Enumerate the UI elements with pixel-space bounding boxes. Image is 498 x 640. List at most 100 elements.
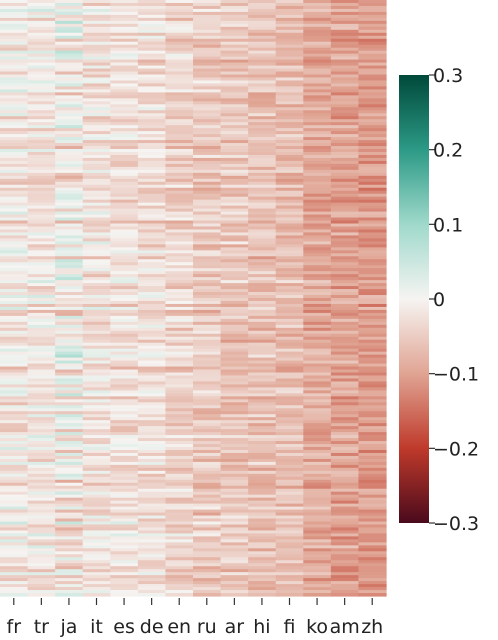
heatmap-cell bbox=[275, 581, 304, 585]
heatmap-cell bbox=[220, 447, 249, 451]
heatmap-cell bbox=[27, 256, 56, 260]
heatmap-cell bbox=[275, 65, 304, 70]
heatmap-cell bbox=[165, 396, 194, 400]
heatmap-cell bbox=[137, 447, 167, 451]
heatmap-cell bbox=[275, 95, 304, 99]
heatmap-cell bbox=[193, 143, 222, 147]
heatmap-cell bbox=[248, 372, 277, 377]
heatmap-cell bbox=[165, 432, 194, 436]
heatmap-cell bbox=[27, 181, 56, 186]
heatmap-cell bbox=[193, 324, 222, 329]
heatmap-cell bbox=[275, 417, 304, 421]
heatmap-cell bbox=[82, 578, 111, 582]
heatmap-cell bbox=[165, 274, 194, 278]
heatmap-cell bbox=[303, 157, 332, 162]
heatmap-cell bbox=[275, 289, 304, 293]
heatmap-cell bbox=[275, 14, 304, 19]
heatmap-cell bbox=[248, 357, 277, 362]
heatmap-cell bbox=[82, 277, 111, 281]
heatmap-cell bbox=[55, 569, 84, 573]
heatmap-cell bbox=[165, 113, 194, 117]
heatmap-cell bbox=[55, 408, 84, 412]
heatmap-cell bbox=[165, 86, 194, 90]
heatmap-cell bbox=[330, 420, 360, 424]
heatmap-cell bbox=[137, 300, 167, 305]
heatmap-cell bbox=[358, 408, 387, 412]
heatmap-cell bbox=[330, 312, 360, 317]
heatmap-cell bbox=[220, 226, 249, 231]
heatmap-cell bbox=[248, 65, 277, 70]
heatmap-cell bbox=[55, 521, 84, 526]
heatmap-cell bbox=[55, 447, 84, 451]
heatmap-cell bbox=[248, 184, 277, 189]
heatmap-cell bbox=[110, 50, 139, 55]
heatmap-cell bbox=[137, 438, 167, 442]
heatmap-cell bbox=[165, 557, 194, 561]
heatmap-cell bbox=[165, 193, 194, 198]
heatmap-cell bbox=[0, 20, 29, 25]
heatmap-cell bbox=[193, 572, 222, 576]
heatmap-cell bbox=[275, 26, 304, 31]
heatmap-cell bbox=[275, 83, 304, 88]
heatmap-cell bbox=[55, 527, 84, 532]
heatmap-cell bbox=[193, 137, 222, 141]
heatmap-cell bbox=[303, 560, 332, 564]
heatmap-cell bbox=[137, 423, 167, 427]
heatmap-cell bbox=[55, 71, 84, 76]
heatmap-cell bbox=[303, 187, 332, 192]
heatmap-cell bbox=[55, 327, 84, 332]
heatmap-cell bbox=[275, 423, 304, 427]
heatmap-cell bbox=[330, 166, 360, 171]
heatmap-cell bbox=[330, 65, 360, 70]
heatmap-cell bbox=[27, 590, 56, 594]
heatmap-cell bbox=[137, 503, 167, 508]
colorbar-tick-label: −0.3 bbox=[433, 513, 479, 535]
heatmap-cell bbox=[137, 473, 167, 478]
heatmap-cell bbox=[55, 482, 84, 487]
heatmap-cell bbox=[110, 321, 139, 326]
heatmap-cell bbox=[303, 17, 332, 22]
heatmap-cell bbox=[275, 384, 304, 388]
heatmap-cell bbox=[55, 241, 84, 245]
heatmap-cell bbox=[165, 187, 194, 192]
heatmap-cell bbox=[358, 593, 387, 597]
heatmap-cell bbox=[193, 38, 222, 43]
heatmap-cell bbox=[303, 312, 332, 317]
heatmap-cell bbox=[82, 247, 111, 251]
heatmap-cell bbox=[110, 503, 139, 508]
heatmap-cell bbox=[193, 363, 222, 368]
heatmap-cell bbox=[220, 479, 249, 484]
heatmap-cell bbox=[330, 494, 360, 499]
heatmap-cell bbox=[0, 119, 29, 123]
heatmap-cell bbox=[358, 295, 387, 299]
heatmap-cell bbox=[27, 59, 56, 64]
heatmap-cell bbox=[248, 324, 277, 329]
heatmap-cell bbox=[358, 309, 387, 314]
heatmap-cell bbox=[55, 572, 84, 576]
heatmap-cell bbox=[303, 289, 332, 293]
heatmap-cell bbox=[0, 86, 29, 90]
heatmap-cell bbox=[303, 396, 332, 400]
heatmap-cell bbox=[55, 420, 84, 424]
heatmap-cell bbox=[110, 262, 139, 266]
heatmap-cell bbox=[193, 283, 222, 287]
heatmap-cell bbox=[82, 447, 111, 451]
heatmap-cell bbox=[275, 452, 304, 457]
heatmap-cell bbox=[27, 196, 56, 201]
heatmap-cell bbox=[193, 149, 222, 153]
heatmap-cell bbox=[330, 405, 360, 409]
heatmap-cell bbox=[275, 345, 304, 350]
heatmap-cell bbox=[358, 369, 387, 374]
heatmap-cell bbox=[27, 426, 56, 430]
heatmap-cell bbox=[248, 104, 277, 108]
heatmap-cell bbox=[220, 17, 249, 22]
heatmap-cell bbox=[110, 119, 139, 123]
heatmap-cell bbox=[248, 432, 277, 436]
heatmap-cell bbox=[303, 321, 332, 326]
heatmap-cell bbox=[248, 369, 277, 374]
heatmap-cell bbox=[248, 202, 277, 207]
heatmap-cell bbox=[220, 134, 249, 138]
heatmap-cell bbox=[0, 47, 29, 52]
heatmap-cell bbox=[137, 262, 167, 266]
